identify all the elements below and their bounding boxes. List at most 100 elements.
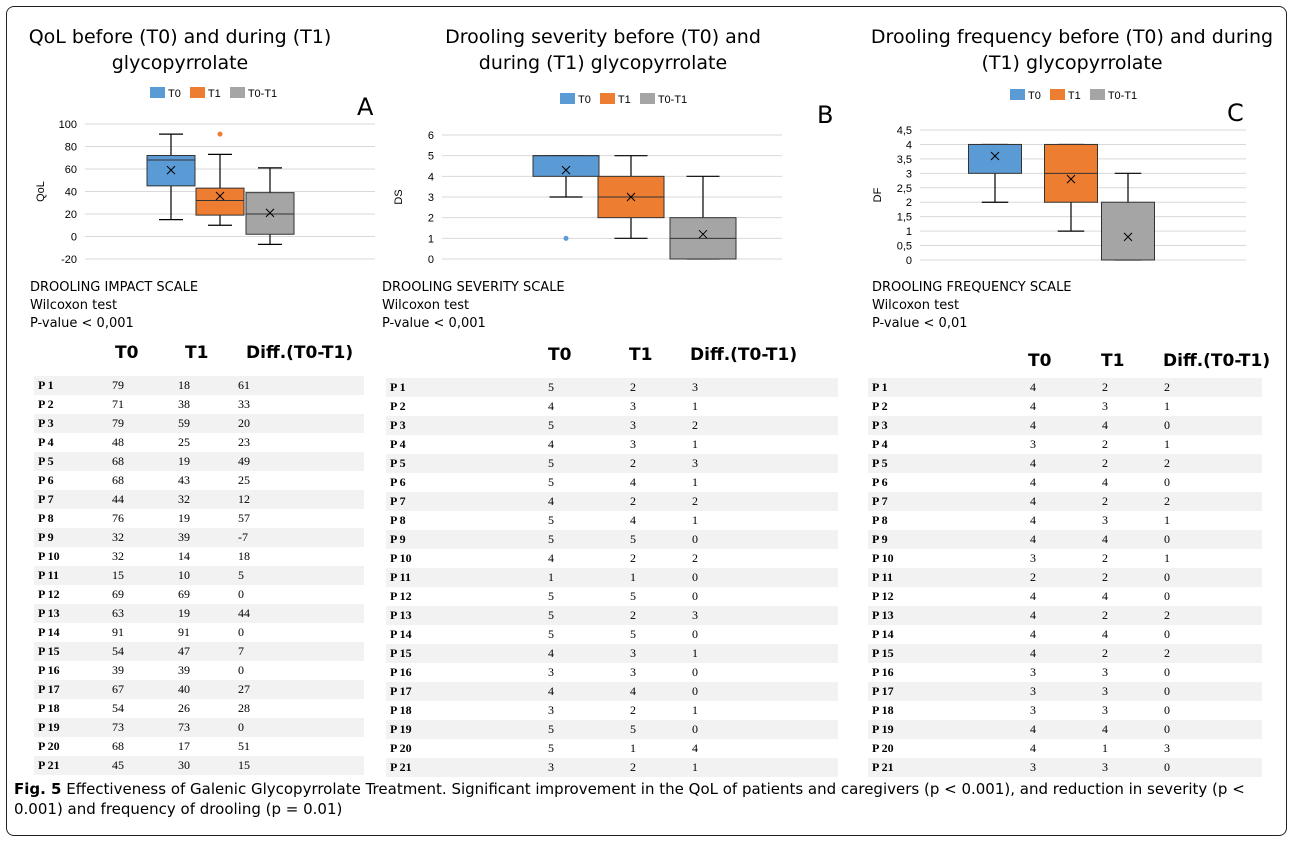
table-cell: 38 — [178, 397, 190, 411]
table-cell: 2 — [630, 703, 636, 717]
table-cell: 2 — [1098, 378, 1160, 397]
patient-label: P 8 — [38, 511, 54, 525]
table-cell: 3 — [630, 437, 636, 451]
table-cell: 5 — [544, 378, 626, 397]
table-cell: 0 — [692, 627, 698, 641]
table-cell: 15 — [234, 756, 364, 775]
table-row: P 8 5 4 1 — [386, 511, 838, 530]
table-cell: 4 — [1030, 513, 1036, 527]
table-cell: 2 — [1160, 454, 1262, 473]
table-cell: 4 — [1026, 454, 1098, 473]
table-cell: 12 — [234, 490, 364, 509]
patient-label: P 10 — [38, 549, 60, 563]
table-cell: 19 — [174, 604, 234, 623]
table-cell: 3 — [1164, 741, 1170, 755]
mean-marker — [1123, 232, 1133, 242]
table-row: P 12 69 69 0 — [34, 585, 364, 604]
mean-marker — [561, 165, 571, 175]
table-cell: 5 — [626, 720, 688, 739]
table-cell: 39 — [112, 663, 124, 677]
table-cell: 1 — [688, 644, 838, 663]
table-cell: 4 — [544, 682, 626, 701]
table-cell: 44 — [234, 604, 364, 623]
table-cell: 48 — [112, 435, 124, 449]
y-axis-label: QoL — [35, 181, 47, 202]
mean-marker — [265, 208, 275, 218]
y-tick-label: 40 — [65, 187, 77, 199]
table-row: P 8 4 3 1 — [868, 511, 1262, 530]
table-row: P 10 32 14 18 — [34, 547, 364, 566]
patient-label: P 5 — [34, 452, 108, 471]
table-cell: 1 — [692, 437, 698, 451]
patient-label: P 21 — [868, 758, 1026, 777]
table-cell: 0 — [238, 587, 244, 601]
table-cell: 57 — [238, 511, 250, 525]
panel-b-pvalue: P-value < 0,001 — [382, 316, 486, 331]
table-cell: 17 — [178, 739, 190, 753]
panel-c-title: Drooling frequency before (T0) and durin… — [870, 26, 1274, 74]
patient-label: P 2 — [38, 397, 54, 411]
table-cell: 54 — [112, 701, 124, 715]
mean-marker — [166, 165, 176, 175]
table-cell: 2 — [1098, 492, 1160, 511]
table-cell: 14 — [178, 549, 190, 563]
table-cell: 61 — [234, 376, 364, 395]
qol-col-t1: T1 — [185, 343, 209, 363]
table-cell: 25 — [238, 473, 250, 487]
panel-c-test: Wilcoxon test — [872, 298, 960, 313]
patient-label: P 6 — [872, 475, 888, 489]
table-cell: 5 — [630, 589, 636, 603]
outlier-point — [217, 131, 223, 137]
patient-label: P 11 — [386, 568, 544, 587]
table-cell: 4 — [692, 741, 698, 755]
table-cell: 0 — [238, 625, 244, 639]
table-cell: 5 — [544, 416, 626, 435]
table-row: P 17 4 4 0 — [386, 682, 838, 701]
table-cell: 4 — [1102, 475, 1108, 489]
table-cell: 3 — [548, 665, 554, 679]
y-tick-label: 3,5 — [897, 154, 912, 166]
box-t0 — [968, 143, 1022, 203]
table-cell: 32 — [112, 549, 124, 563]
y-tick-label: 2 — [906, 197, 912, 209]
table-row: P 14 5 5 0 — [386, 625, 838, 644]
patient-label: P 15 — [868, 644, 1026, 663]
table-cell: 39 — [174, 528, 234, 547]
table-cell: 18 — [238, 549, 250, 563]
table-cell: 73 — [108, 718, 174, 737]
box-t0-t1 — [1101, 172, 1155, 261]
patient-label: P 21 — [34, 756, 108, 775]
table-cell: 5 — [630, 627, 636, 641]
table-cell: 30 — [174, 756, 234, 775]
legend-t1: T1 — [599, 93, 631, 106]
patient-label: P 18 — [872, 703, 894, 717]
table-cell: 5 — [548, 513, 554, 527]
frequency-col-t1: T1 — [1101, 351, 1125, 371]
table-row: P 14 4 4 0 — [868, 625, 1262, 644]
table-cell: 4 — [1098, 416, 1160, 435]
table-cell: 4 — [1026, 720, 1098, 739]
table-cell: 5 — [544, 606, 626, 625]
table-cell: 18 — [174, 376, 234, 395]
table-cell: 4 — [1098, 530, 1160, 549]
y-tick-label: 2,5 — [897, 183, 912, 195]
table-cell: 1 — [1164, 437, 1170, 451]
table-cell: 3 — [1102, 399, 1108, 413]
panel-a-letter: A — [357, 93, 374, 121]
table-cell: 4 — [1026, 416, 1098, 435]
table-cell: 2 — [630, 551, 636, 565]
patient-label: P 10 — [872, 551, 894, 565]
table-row: P 17 67 40 27 — [34, 680, 364, 699]
table-row: P 12 5 5 0 — [386, 587, 838, 606]
table-row: P 11 15 10 5 — [34, 566, 364, 585]
table-cell: 45 — [108, 756, 174, 775]
table-cell: 32 — [108, 528, 174, 547]
patient-label: P 17 — [34, 680, 108, 699]
box-t0-t1 — [669, 175, 737, 260]
box-iqr — [195, 187, 245, 216]
